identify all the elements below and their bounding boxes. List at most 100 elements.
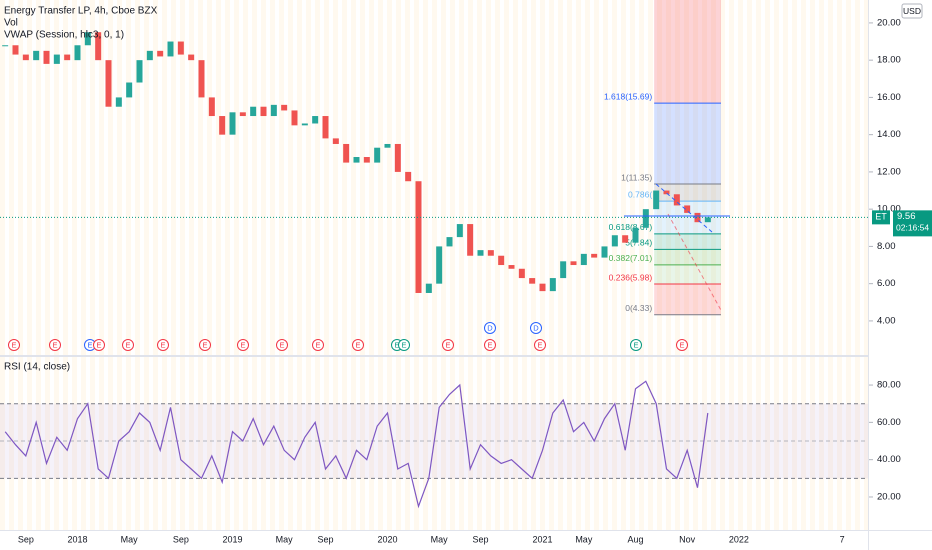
- x-tick-label: Sep: [18, 534, 34, 544]
- candle: [312, 116, 319, 124]
- candle: [508, 265, 515, 269]
- y-tick-label: 6.00: [877, 278, 896, 289]
- event-marker[interactable]: [312, 339, 324, 351]
- event-marker[interactable]: [530, 322, 542, 334]
- fib-label: 0.786(: [628, 189, 652, 199]
- event-marker[interactable]: [484, 339, 496, 351]
- y-tick-label: 80.00: [877, 380, 901, 391]
- event-label: E: [240, 340, 245, 349]
- session-band: [99, 0, 104, 530]
- candle: [115, 97, 122, 107]
- event-label: E: [11, 340, 16, 349]
- candle: [622, 235, 629, 243]
- symbol-badge: [872, 210, 890, 225]
- event-label: E: [633, 340, 638, 349]
- candle: [632, 227, 639, 243]
- x-tick-label: 7: [840, 534, 845, 544]
- event-marker[interactable]: [49, 339, 61, 351]
- candle: [415, 181, 422, 293]
- x-tick-label: May: [575, 534, 593, 544]
- event-marker[interactable]: [93, 339, 105, 351]
- candle: [250, 106, 257, 117]
- session-band: [324, 0, 329, 530]
- session-band: [747, 0, 752, 530]
- session-band: [630, 0, 635, 530]
- session-band: [180, 0, 185, 530]
- x-tick-label: Sep: [317, 534, 333, 544]
- session-band: [567, 0, 572, 530]
- plot-layer: 0(4.33) 0.236(5.98) 0.382(7.01) 5(7.84) 0.61…: [0, 0, 868, 509]
- session-band: [351, 0, 356, 530]
- fib-label: 5(7.84): [625, 238, 652, 248]
- price-badge: [893, 210, 932, 237]
- event-marker[interactable]: [122, 339, 134, 351]
- candle: [64, 54, 71, 61]
- fib-label: 1(11.35): [621, 172, 652, 182]
- candle: [33, 50, 40, 61]
- session-band: [288, 0, 293, 530]
- event-marker[interactable]: [237, 339, 249, 351]
- event-marker[interactable]: [199, 339, 211, 351]
- event-marker[interactable]: [534, 339, 546, 351]
- candle: [322, 116, 329, 139]
- session-band: [342, 0, 347, 530]
- event-marker[interactable]: [8, 339, 20, 351]
- session-band: [783, 0, 788, 530]
- x-tick-label: Aug: [627, 534, 643, 544]
- x-tick-label: 2019: [222, 534, 242, 544]
- candle: [446, 237, 453, 247]
- candle: [198, 60, 205, 98]
- event-label: E: [202, 340, 207, 349]
- session-band: [117, 0, 122, 530]
- candle: [332, 138, 339, 144]
- event-marker[interactable]: [398, 339, 410, 351]
- candle: [74, 45, 81, 61]
- event-marker[interactable]: [276, 339, 288, 351]
- event-marker[interactable]: [157, 339, 169, 351]
- candle: [239, 112, 246, 117]
- session-band: [270, 0, 275, 530]
- event-marker[interactable]: [352, 339, 364, 351]
- price-axis-bg: [869, 0, 932, 550]
- currency-box[interactable]: [901, 3, 923, 19]
- trend-line: [667, 213, 723, 313]
- event-marker[interactable]: [630, 339, 642, 351]
- session-band: [189, 0, 194, 530]
- event-label: E: [401, 340, 406, 349]
- session-band: [756, 0, 761, 530]
- session-band: [864, 0, 869, 530]
- session-band: [369, 0, 374, 530]
- session-band: [261, 0, 266, 530]
- session-band: [432, 0, 437, 530]
- session-band: [486, 0, 491, 530]
- candle: [374, 147, 381, 163]
- currency-label: USD: [903, 6, 921, 16]
- candle: [425, 283, 432, 293]
- y-tick-label: 14.00: [877, 129, 901, 140]
- candle: [570, 261, 577, 266]
- y-tick-label: 12.00: [877, 166, 901, 177]
- indicator-label: VWAP (Session, hlc3, 0, 1): [4, 30, 124, 41]
- event-marker[interactable]: [676, 339, 688, 351]
- event-label: E: [52, 340, 57, 349]
- session-band: [153, 0, 158, 530]
- session-band: [216, 0, 221, 530]
- candle: [560, 261, 567, 279]
- session-band: [522, 0, 527, 530]
- session-band: [828, 0, 833, 530]
- session-band: [72, 0, 77, 530]
- fib-zone: [654, 233, 721, 250]
- fib-label: 0(4.33): [625, 303, 652, 313]
- session-band: [297, 0, 302, 530]
- candle: [353, 157, 360, 163]
- session-band: [0, 0, 5, 530]
- candle: [363, 157, 370, 163]
- session-band: [243, 0, 248, 530]
- candle: [529, 278, 536, 284]
- event-marker[interactable]: [484, 322, 496, 334]
- event-marker[interactable]: [442, 339, 454, 351]
- x-tick-label: 2022: [729, 534, 749, 544]
- candle: [126, 82, 133, 98]
